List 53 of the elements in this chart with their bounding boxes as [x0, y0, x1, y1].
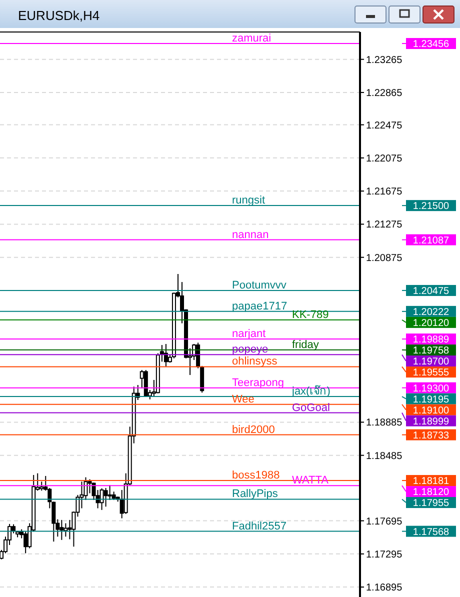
ref-line-label: narjant — [232, 328, 266, 340]
y-tick-label: 1.22865 — [366, 88, 403, 99]
chart-title: EURUSDk,H4 — [18, 8, 100, 23]
y-tick-label: 1.23265 — [366, 54, 403, 66]
ref-line-label: friday — [292, 338, 320, 351]
y-tick-label: 1.18485 — [366, 450, 403, 462]
text: 1.21500 — [412, 201, 450, 212]
ref-line-label: Wee — [232, 393, 254, 406]
candlestick — [100, 488, 104, 510]
text: 1.23456 — [412, 39, 450, 50]
text: 1.19195 — [412, 394, 450, 406]
y-tick-label: 1.18885 — [366, 418, 403, 429]
y-tick-label: 1.16895 — [366, 582, 403, 594]
text: 1.18181 — [412, 476, 450, 488]
y-tick-label: 1.20875 — [366, 252, 403, 264]
y-tick-label: 1.17295 — [366, 549, 403, 560]
ref-line-label: bird2000 — [232, 424, 275, 436]
ref-line-label: ohlinsyss — [232, 356, 278, 368]
text: 1.18999 — [412, 416, 450, 428]
y-tick-label: 1.17695 — [366, 516, 403, 528]
text: 1.19889 — [412, 334, 450, 346]
text: 1.19100 — [412, 405, 450, 416]
ref-line-label: Fadhil2557 — [232, 520, 286, 532]
text: 1.19758 — [412, 346, 450, 357]
text: 1.19700 — [412, 356, 450, 368]
ref-line-label: boss1988 — [232, 470, 280, 482]
text: 1.21087 — [412, 235, 450, 246]
ref-line-label: jax(เจ๊ก) — [291, 384, 330, 398]
ref-line-label: Teerapong — [232, 376, 284, 389]
text: 1.19300 — [412, 383, 450, 394]
ref-line-label: nannan — [232, 228, 269, 241]
text: 1.20222 — [412, 306, 450, 318]
candlestick — [60, 519, 64, 540]
text: 1.17955 — [412, 498, 450, 510]
text: 1.18120 — [412, 487, 450, 498]
ref-line-label: RallyPips — [232, 488, 278, 500]
y-tick-label: 1.22075 — [366, 153, 403, 164]
ref-line-label: zamurai — [232, 32, 272, 45]
ref-line-label: Pootumvvv — [232, 279, 287, 292]
text: 1.19555 — [412, 368, 450, 379]
ref-line-label: KK-789 — [292, 308, 329, 321]
y-tick-label: 1.21275 — [366, 220, 403, 231]
ref-line-label: GoGoal — [292, 402, 330, 414]
ref-line-label: rungsit — [232, 194, 266, 207]
candlestick — [104, 487, 108, 508]
candlestick — [64, 522, 68, 538]
text: 1.20475 — [412, 286, 450, 297]
y-tick-label: 1.21675 — [366, 186, 403, 198]
text: 1.20120 — [412, 318, 450, 329]
y-tick-label: 1.22475 — [366, 120, 403, 132]
text: 1.18733 — [412, 430, 450, 442]
text: 1.17568 — [412, 526, 450, 538]
ref-line-label: papae1717 — [232, 300, 288, 312]
